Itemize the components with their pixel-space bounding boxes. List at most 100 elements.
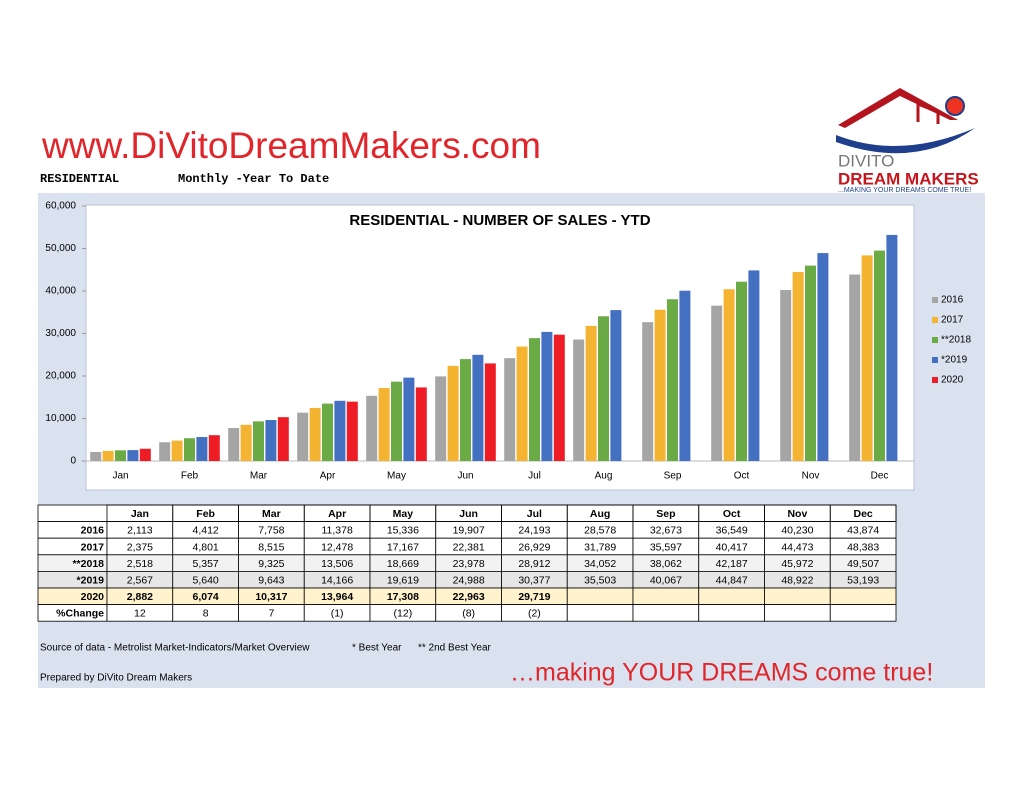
x-tick-label: Oct <box>734 471 750 482</box>
table-value: 7 <box>268 608 274 620</box>
bar <box>817 253 829 461</box>
column-header: Mar <box>262 508 281 520</box>
table-value: 42,187 <box>716 558 748 570</box>
y-tick-label: 0 <box>70 456 76 467</box>
bar <box>127 450 139 461</box>
bar <box>723 289 735 461</box>
table-value: 28,578 <box>584 525 616 537</box>
table-value: 30,377 <box>518 574 550 586</box>
bar <box>346 401 358 461</box>
table-value: 48,383 <box>847 541 879 553</box>
logo-swoosh <box>836 128 975 154</box>
bar <box>736 281 747 461</box>
table-value: 49,507 <box>847 558 879 570</box>
table-value: 34,052 <box>584 558 616 570</box>
table-value: 10,317 <box>255 591 287 603</box>
y-tick-label: 50,000 <box>45 243 76 254</box>
table-value: 2,113 <box>127 525 153 537</box>
bar <box>391 381 402 461</box>
logo-balloon <box>945 96 965 116</box>
bar <box>529 338 540 461</box>
table-value: (1) <box>331 608 344 620</box>
table-value: 40,230 <box>781 525 813 537</box>
legend-label: 2020 <box>941 375 964 386</box>
bar <box>805 265 816 461</box>
table-value: 17,308 <box>387 591 419 603</box>
bar <box>90 452 102 461</box>
bar <box>171 440 183 461</box>
table-value: 44,847 <box>716 574 748 586</box>
table-value: (12) <box>394 608 413 620</box>
bar <box>472 354 484 461</box>
table-value: 18,669 <box>387 558 419 570</box>
bar <box>792 271 804 461</box>
column-header: Jul <box>527 508 542 520</box>
bar <box>240 424 252 461</box>
table-value: 40,417 <box>716 541 748 553</box>
table-value: 40,067 <box>650 574 682 586</box>
bar <box>504 358 516 461</box>
source: Source of data - Metrolist Market-Indica… <box>40 643 310 654</box>
row-header: *2019 <box>77 574 105 586</box>
bar <box>711 305 723 461</box>
x-tick-label: Sep <box>664 471 682 482</box>
bar <box>265 420 277 461</box>
bar <box>415 387 427 461</box>
legend-swatch <box>932 357 938 363</box>
bar <box>484 363 496 461</box>
prepared: Prepared by DiVito Dream Makers <box>40 673 192 684</box>
table-cell <box>764 604 831 622</box>
table-value: 5,357 <box>192 558 218 570</box>
table-value: 24,988 <box>453 574 485 586</box>
bar <box>297 412 309 461</box>
column-header: Sep <box>656 508 675 520</box>
table-value: (8) <box>462 608 475 620</box>
x-tick-label: Mar <box>250 471 268 482</box>
x-tick-label: Aug <box>595 471 613 482</box>
table-value: 45,972 <box>781 558 813 570</box>
table-value: 12 <box>134 608 146 620</box>
table-value: 28,912 <box>518 558 550 570</box>
chart-title: RESIDENTIAL - NUMBER OF SALES - YTD <box>349 212 650 229</box>
second-note: ** 2nd Best Year <box>418 643 492 654</box>
column-header: Feb <box>196 508 215 520</box>
bar <box>667 299 678 461</box>
table-value: 22,963 <box>453 591 485 603</box>
x-tick-label: Dec <box>871 471 889 482</box>
table-value: 12,478 <box>321 541 353 553</box>
table-value: 2,375 <box>127 541 153 553</box>
bar <box>874 250 885 461</box>
table-value: 23,978 <box>453 558 485 570</box>
bar <box>541 331 553 461</box>
column-header: Nov <box>787 508 807 520</box>
y-tick-label: 20,000 <box>45 371 76 382</box>
table-value: 8,515 <box>258 541 284 553</box>
website: www.DiVitoDreamMakers.com <box>41 125 541 166</box>
logo-house <box>916 101 940 124</box>
table-value: 48,922 <box>781 574 813 586</box>
section: RESIDENTIAL <box>40 172 119 186</box>
legend-swatch <box>932 337 938 343</box>
bar <box>748 270 760 461</box>
table-value: 4,412 <box>192 525 218 537</box>
x-tick-label: Apr <box>320 471 336 482</box>
table-value: 19,619 <box>387 574 419 586</box>
y-tick-label: 30,000 <box>45 328 76 339</box>
y-tick-label: 10,000 <box>45 413 76 424</box>
bar <box>460 359 471 461</box>
bar <box>277 417 289 461</box>
bar <box>334 400 346 461</box>
bar <box>585 325 597 461</box>
period: Monthly -Year To Date <box>178 172 329 186</box>
table-value: 11,378 <box>321 525 352 537</box>
bar <box>309 407 321 461</box>
y-tick-label: 60,000 <box>45 201 76 212</box>
logo-roof <box>838 88 958 128</box>
bar <box>208 435 220 461</box>
x-tick-label: May <box>387 471 406 482</box>
bar <box>553 334 565 461</box>
bar <box>403 377 415 461</box>
column-header: Apr <box>328 508 346 520</box>
table-cell <box>566 604 634 622</box>
row-header: **2018 <box>72 558 104 570</box>
